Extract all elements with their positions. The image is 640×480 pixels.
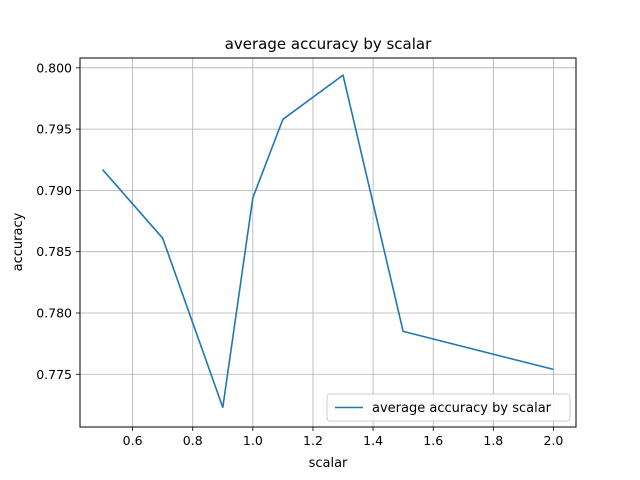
- x-tick-label: 1.8: [483, 433, 503, 448]
- legend-label: average accuracy by scalar: [372, 401, 552, 416]
- series-line: [101, 74, 554, 409]
- x-tick-label: 0.8: [183, 433, 203, 448]
- y-axis-ticks: 0.775 0.780 0.785 0.790 0.795 0.800: [36, 60, 80, 382]
- x-tick-label: 0.6: [123, 433, 143, 448]
- y-tick-label: 0.800: [36, 60, 72, 75]
- y-tick-label: 0.795: [36, 122, 72, 137]
- y-axis-label: accuracy: [11, 212, 26, 271]
- legend-box: [326, 393, 571, 422]
- x-tick-label: 2.0: [544, 433, 564, 448]
- x-axis-label: scalar: [309, 456, 348, 471]
- y-tick-label: 0.780: [36, 305, 72, 320]
- grid: [80, 58, 576, 427]
- plot-series: [101, 74, 554, 409]
- y-tick-label: 0.785: [36, 244, 72, 259]
- x-tick-label: 1.4: [363, 433, 383, 448]
- y-tick-label: 0.775: [36, 367, 72, 382]
- plot-area-frame: [79, 57, 577, 428]
- x-axis-ticks: 0.6 0.8 1.0 1.2 1.4 1.6 1.8 2.0: [123, 427, 564, 448]
- x-tick-label: 1.2: [303, 433, 323, 448]
- y-tick-label: 0.790: [36, 183, 72, 198]
- chart-title: average accuracy by scalar: [225, 35, 432, 53]
- x-tick-label: 1.0: [243, 433, 263, 448]
- x-tick-label: 1.6: [423, 433, 443, 448]
- legend: average accuracy by scalar: [326, 393, 571, 422]
